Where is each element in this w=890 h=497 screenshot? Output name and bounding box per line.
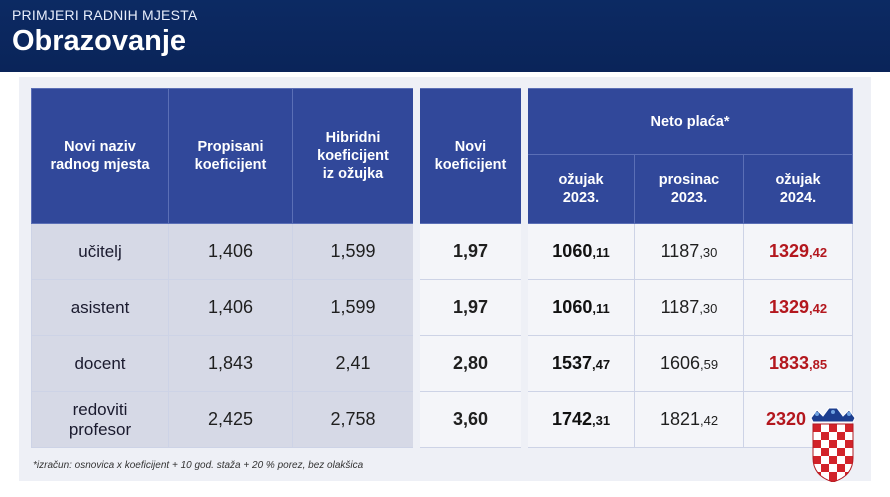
croatian-coat-of-arms-icon [810,407,856,482]
slide-header: PRIMJERI RADNIH MJESTA Obrazovanje [0,0,890,72]
cell-month-2: 1606,59 [634,335,744,392]
row-name: docent [31,335,169,392]
cell-month-3: 1329,42 [742,223,854,280]
cell-novi: 1,97 [416,223,528,280]
cell-hibridni: 2,758 [292,391,420,448]
col-header-hibridni: Hibridni koeficijent iz ožujka [292,88,420,224]
cell-novi: 2,80 [416,335,528,392]
cell-hibridni: 1,599 [292,279,420,336]
cell-hibridni: 2,41 [292,335,420,392]
cell-month-2: 1821,42 [634,391,744,448]
cell-month-3: 1833,85 [742,335,854,392]
table-row: docent 1,843 2,41 2,80 1537,47 1606,59 1… [31,335,854,392]
cell-month-1: 1060,11 [524,279,635,336]
cell-month-3: 1329,42 [742,279,854,336]
cell-propisani: 1,406 [168,279,293,336]
col-header-novi: Novi koeficijent [416,88,528,224]
col-header-name: Novi naziv radnog mjesta [31,88,169,224]
row-name: redoviti profesor [31,391,169,448]
table-row: učitelj 1,406 1,599 1,97 1060,11 1187,30… [31,223,854,280]
cell-propisani: 1,843 [168,335,293,392]
col-header-month-3: ožujak 2024. [742,154,854,224]
table-row: redoviti profesor 2,425 2,758 3,60 1742,3… [31,391,854,448]
row-name: učitelj [31,223,169,280]
slide-title: Obrazovanje [12,25,187,57]
col-header-month-2: prosinac 2023. [634,154,744,224]
cell-hibridni: 1,599 [292,223,420,280]
row-name: asistent [31,279,169,336]
cell-novi: 1,97 [416,279,528,336]
slide-kicker: PRIMJERI RADNIH MJESTA [12,7,198,23]
cell-month-1: 1537,47 [524,335,635,392]
col-header-neto-group: Neto plaća* [523,87,854,156]
salary-table: Novi naziv radnog mjesta Propisani koefici… [31,87,854,448]
cell-month-1: 1060,11 [524,223,635,280]
col-header-propisani: Propisani koeficijent [168,88,293,224]
cell-propisani: 2,425 [168,391,293,448]
cell-novi: 3,60 [416,391,528,448]
table-row: asistent 1,406 1,599 1,97 1060,11 1187,3… [31,279,854,336]
cell-month-2: 1187,30 [634,223,744,280]
footnote: *izračun: osnovica x koeficijent + 10 go… [33,460,364,471]
cell-month-2: 1187,30 [634,279,744,336]
col-header-month-1: ožujak 2023. [524,154,635,224]
cell-month-1: 1742,31 [524,391,635,448]
cell-propisani: 1,406 [168,223,293,280]
